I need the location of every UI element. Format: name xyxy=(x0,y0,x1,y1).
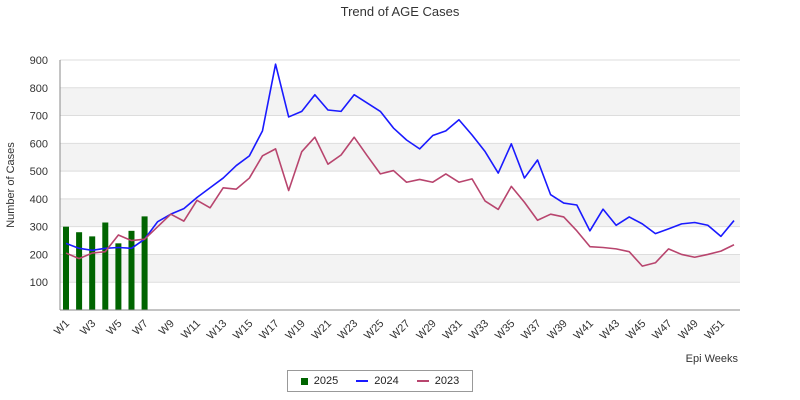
bar-2025 xyxy=(141,216,148,310)
x-tick-label: W51 xyxy=(703,318,727,342)
chart-title: Trend of AGE Cases xyxy=(341,4,460,19)
x-tick-label: W35 xyxy=(493,318,517,342)
x-tick-label: W47 xyxy=(650,318,674,342)
x-tick-label: W31 xyxy=(441,318,465,342)
legend-item-2024[interactable]: 2024 xyxy=(356,375,399,387)
legend-label: 2023 xyxy=(434,375,460,387)
bar-2025 xyxy=(102,222,109,310)
legend-item-2023[interactable]: 2023 xyxy=(416,375,460,387)
y-tick-label: 800 xyxy=(30,83,48,95)
x-tick-label: W29 xyxy=(414,318,438,342)
line-series-2024 xyxy=(65,63,735,252)
y-tick-label: 500 xyxy=(30,166,48,178)
x-tick-label: W43 xyxy=(598,318,622,342)
y-tick-label: 700 xyxy=(30,111,48,123)
legend-item-2025[interactable]: 2025 xyxy=(300,375,339,387)
y-tick-label: 100 xyxy=(30,277,48,289)
grid-band xyxy=(60,254,740,283)
x-tick-label: W19 xyxy=(283,318,307,342)
y-tick-label: 600 xyxy=(30,138,48,150)
legend-label: 2025 xyxy=(313,375,339,387)
y-tick-label: 200 xyxy=(30,249,48,261)
x-tick-label: W9 xyxy=(157,318,177,338)
x-tick-label: W39 xyxy=(545,318,569,342)
x-tick-label: W21 xyxy=(310,318,334,342)
legend-label: 2024 xyxy=(374,375,399,387)
x-tick-label: W13 xyxy=(205,318,229,342)
x-tick-label: W33 xyxy=(467,318,491,342)
x-tick-label: W45 xyxy=(624,318,648,342)
x-tick-label: W3 xyxy=(78,318,98,338)
legend: 2025 2024 2023 xyxy=(287,370,473,392)
x-tick-label: W25 xyxy=(362,318,386,342)
y-tick-label: 400 xyxy=(30,194,48,206)
y-tick-label: 300 xyxy=(30,222,48,234)
bar-2025 xyxy=(76,232,83,310)
grid-band xyxy=(60,143,740,172)
legend-swatch xyxy=(416,380,429,382)
grid-band xyxy=(60,87,740,116)
x-tick-label: W17 xyxy=(257,318,281,342)
bar-2025 xyxy=(115,243,122,310)
x-tick-label: W15 xyxy=(231,318,255,342)
line-series-2023 xyxy=(65,136,735,267)
x-tick-label: W11 xyxy=(179,318,203,342)
x-tick-label: W7 xyxy=(131,318,151,338)
y-tick-label: 900 xyxy=(30,55,48,67)
x-tick-label: W1 xyxy=(52,318,72,338)
x-tick-label: W5 xyxy=(104,318,124,338)
bar-2025 xyxy=(63,226,69,310)
x-tick-label: W49 xyxy=(676,318,700,342)
x-tick-label: W37 xyxy=(519,318,543,342)
bar-2025 xyxy=(128,230,135,310)
x-tick-label: W23 xyxy=(336,318,360,342)
legend-swatch xyxy=(356,380,369,382)
legend-swatch xyxy=(300,377,308,385)
x-axis-label: Epi Weeks xyxy=(686,353,739,365)
bar-2025 xyxy=(89,236,96,310)
x-tick-label: W27 xyxy=(388,318,412,342)
x-tick-label: W41 xyxy=(572,318,596,342)
y-axis-label: Number of Cases xyxy=(5,142,17,228)
